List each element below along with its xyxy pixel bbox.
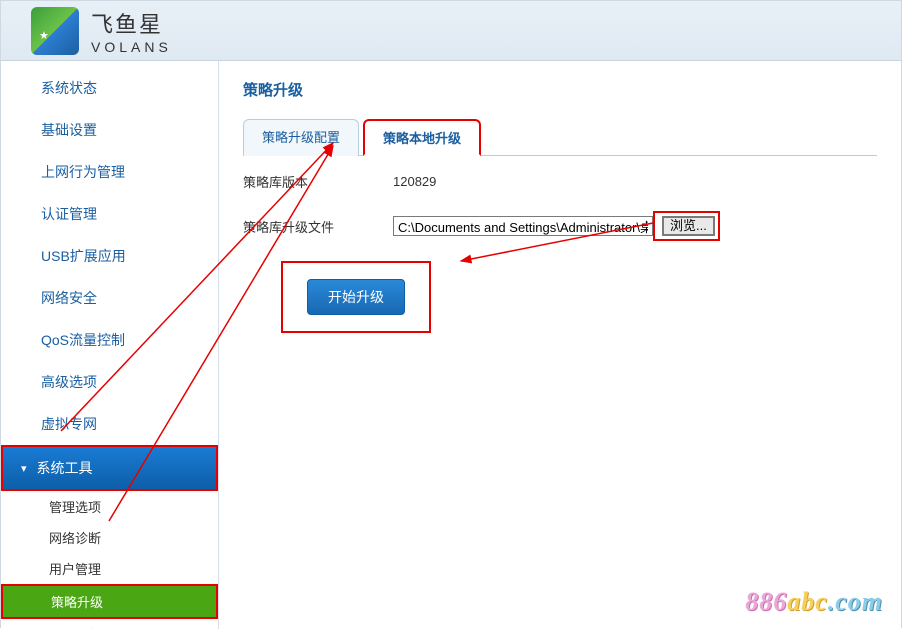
sub-mgmt-options[interactable]: 管理选项 — [1, 491, 218, 522]
tab-upgrade-config[interactable]: 策略升级配置 — [243, 119, 359, 156]
nav-system-tools[interactable]: ▾ 系统工具 — [1, 445, 218, 491]
start-highlight: 开始升级 — [281, 261, 431, 333]
brand-en: VOLANS — [91, 39, 172, 55]
nav-qos[interactable]: QoS流量控制 — [1, 319, 218, 361]
row-file: 策略库升级文件 浏览... — [243, 211, 877, 241]
page-title: 策略升级 — [243, 79, 877, 100]
row-version: 策略库版本 120829 — [243, 172, 877, 191]
sidebar: 系统状态 基础设置 上网行为管理 认证管理 USB扩展应用 网络安全 QoS流量… — [1, 61, 219, 629]
sub-user-mgmt[interactable]: 用户管理 — [1, 553, 218, 584]
version-label: 策略库版本 — [243, 172, 393, 191]
version-value: 120829 — [393, 174, 436, 189]
browse-highlight: 浏览... — [653, 211, 720, 241]
logo-icon — [31, 7, 79, 55]
brand-cn: 飞鱼星 — [91, 7, 172, 39]
nav-system-tools-label: 系统工具 — [37, 458, 93, 478]
tab-local-upgrade[interactable]: 策略本地升级 — [363, 119, 481, 156]
nav-auth-mgmt[interactable]: 认证管理 — [1, 193, 218, 235]
file-path-input[interactable] — [393, 216, 653, 236]
nav-vpn[interactable]: 虚拟专网 — [1, 403, 218, 445]
nav-usb-ext[interactable]: USB扩展应用 — [1, 235, 218, 277]
nav-advanced[interactable]: 高级选项 — [1, 361, 218, 403]
header: 飞鱼星 VOLANS — [1, 1, 901, 61]
main-content: 策略升级 策略升级配置 策略本地升级 策略库版本 120829 策略库升级文件 … — [219, 61, 901, 629]
nav-system-status[interactable]: 系统状态 — [1, 67, 218, 109]
nav-behavior-mgmt[interactable]: 上网行为管理 — [1, 151, 218, 193]
sub-network-diag[interactable]: 网络诊断 — [1, 522, 218, 553]
chevron-down-icon: ▾ — [21, 462, 27, 475]
nav-network-security[interactable]: 网络安全 — [1, 277, 218, 319]
logo-text: 飞鱼星 VOLANS — [91, 7, 172, 55]
nav-basic-settings[interactable]: 基础设置 — [1, 109, 218, 151]
tabs: 策略升级配置 策略本地升级 — [243, 118, 877, 156]
file-label: 策略库升级文件 — [243, 217, 393, 236]
watermark: 886abc.com — [745, 587, 883, 617]
start-upgrade-button[interactable]: 开始升级 — [307, 279, 405, 315]
sub-policy-upgrade[interactable]: 策略升级 — [1, 584, 218, 619]
browse-button[interactable]: 浏览... — [662, 216, 715, 236]
